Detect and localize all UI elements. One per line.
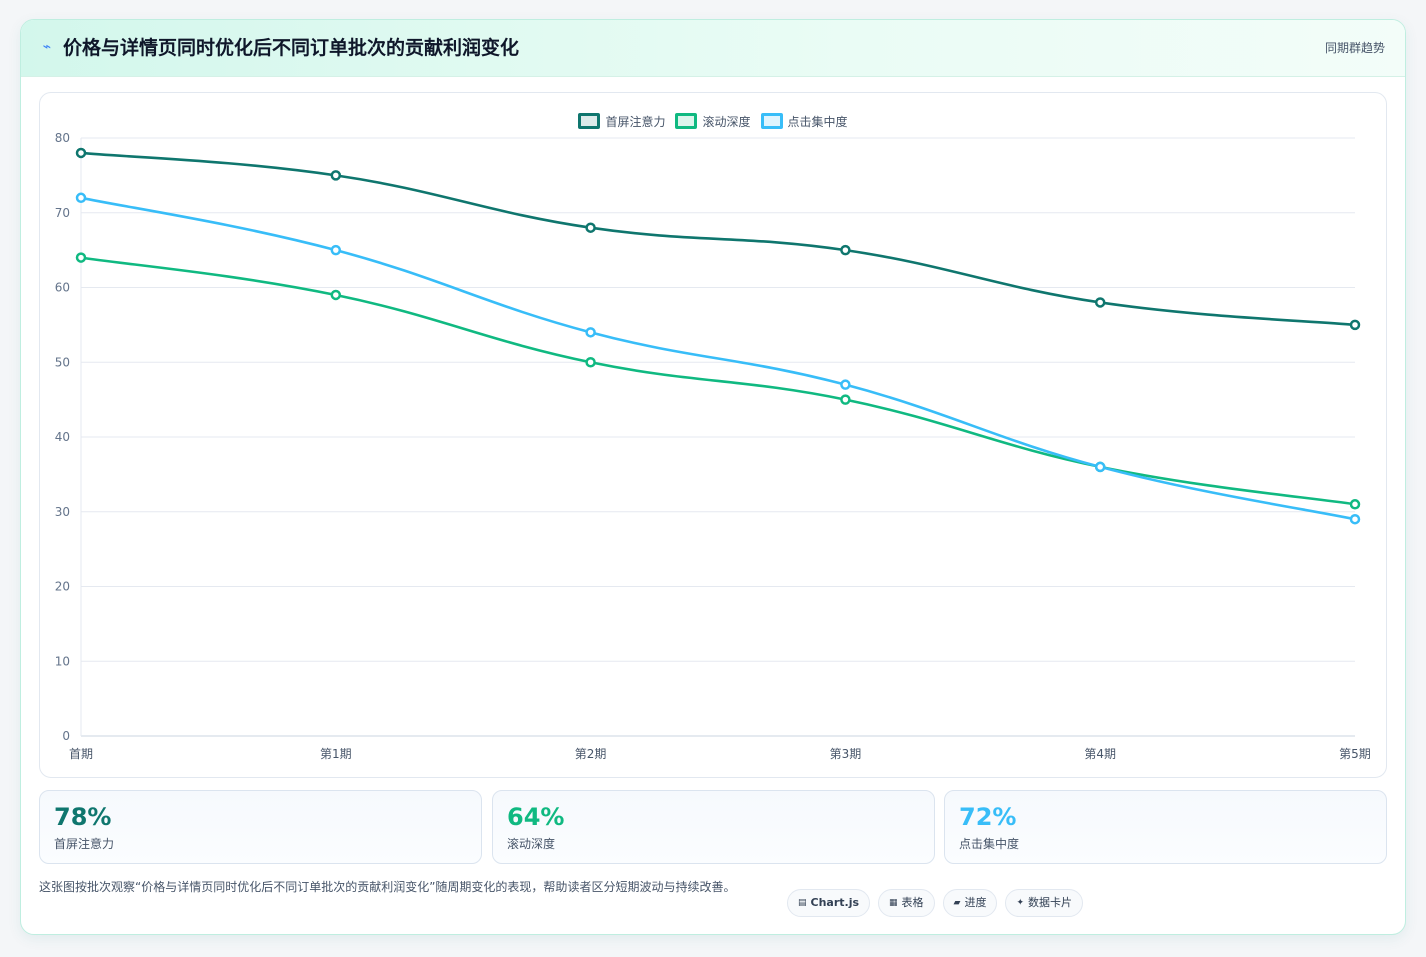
chart-legend: 首屏注意力 滚动深度 点击集中度 — [40, 111, 1386, 131]
y-tick-label: 70 — [55, 206, 70, 220]
legend-label-2: 滚动深度 — [702, 114, 751, 129]
data-point-1 — [585, 222, 596, 233]
series-line-1 — [80, 151, 1356, 327]
data-point-3 — [585, 327, 596, 338]
x-tick-label: 第1期 — [320, 747, 352, 761]
pill-label: 数据卡片 — [1028, 896, 1073, 909]
table-grid-icon: ▦ — [889, 898, 898, 908]
legend-item-1[interactable]: 首屏注意力 — [578, 111, 665, 131]
legend-label-3: 点击集中度 — [787, 114, 848, 129]
x-tick-label: 第2期 — [575, 747, 607, 761]
chart-card: ⌁ 价格与详情页同时优化后不同订单批次的贡献利润变化 同期群趋势 首屏注意力 滚… — [20, 19, 1406, 935]
y-tick-label: 0 — [62, 729, 70, 743]
chart-plot: 0 10 20 30 40 50 60 70 80 首期 第1期 第2期 第3期 第4期 第5期 — [55, 131, 1371, 761]
pill-label: 表格 — [901, 896, 924, 909]
stat-value-1: 78% — [54, 803, 112, 831]
data-point-2 — [840, 394, 851, 405]
data-point-3 — [840, 379, 851, 390]
data-point-2 — [75, 252, 87, 263]
series-line-3 — [80, 196, 1356, 521]
data-point-3 — [330, 244, 342, 256]
data-point-1 — [840, 244, 851, 256]
y-tick-label: 50 — [55, 355, 70, 369]
data-point-1 — [330, 170, 342, 181]
legend-item-2[interactable]: 滚动深度 — [675, 111, 751, 131]
data-point-1 — [1094, 297, 1106, 308]
pill-label: 进度 — [964, 896, 987, 909]
pill-label: Chart.js — [810, 896, 860, 909]
legend-swatch-1 — [578, 113, 601, 129]
series-line-2 — [80, 256, 1356, 506]
y-tick-label: 80 — [55, 131, 70, 145]
stat-card-3: 72% 点击集中度 — [944, 790, 1387, 864]
stat-cards: 78% 首屏注意力 64% 滚动深度 72% 点击集中度 — [39, 790, 1387, 864]
data-point-2 — [330, 289, 342, 301]
legend-swatch-2 — [675, 113, 698, 129]
footer-note: 这张图按批次观察“价格与详情页同时优化后不同订单批次的贡献利润变化”随周期变化的… — [39, 880, 736, 894]
progress-icon: ▰ — [953, 898, 961, 908]
y-tick-label: 10 — [55, 654, 70, 668]
line-chart: 首屏注意力 滚动深度 点击集中度 0 10 20 30 40 50 60 70 80 首期 第1期 第… — [39, 92, 1387, 778]
pill-chartjs[interactable]: ▤ Chart.js — [787, 889, 871, 917]
data-point-1 — [1349, 319, 1361, 331]
page-title: 价格与详情页同时优化后不同订单批次的贡献利润变化 — [63, 37, 520, 59]
x-tick-label: 第5期 — [1339, 747, 1371, 761]
legend-item-3[interactable]: 点击集中度 — [760, 111, 848, 131]
x-tick-label: 首期 — [69, 747, 93, 761]
pill-data-card[interactable]: ✦ 数据卡片 — [1005, 889, 1084, 917]
data-point-1 — [75, 147, 87, 159]
legend-swatch-3 — [760, 113, 783, 129]
card-header: ⌁ 价格与详情页同时优化后不同订单批次的贡献利润变化 同期群趋势 — [21, 20, 1405, 77]
y-tick-label: 20 — [55, 580, 70, 594]
stat-card-2: 64% 滚动深度 — [492, 790, 935, 864]
stat-label-3: 点击集中度 — [959, 837, 1020, 851]
y-tick-label: 60 — [55, 281, 70, 295]
data-point-3 — [1349, 513, 1361, 525]
data-point-3 — [75, 192, 87, 204]
stat-label-1: 首屏注意力 — [54, 837, 115, 851]
pill-table[interactable]: ▦ 表格 — [878, 889, 935, 917]
x-tick-label: 第4期 — [1084, 747, 1116, 761]
y-tick-label: 30 — [55, 505, 70, 519]
stat-value-3: 72% — [959, 803, 1017, 831]
x-tick-label: 第3期 — [830, 747, 862, 761]
stat-label-2: 滚动深度 — [507, 837, 556, 851]
data-point-3 — [1094, 461, 1106, 473]
legend-label-1: 首屏注意力 — [605, 114, 666, 129]
pill-progress[interactable]: ▰ 进度 — [942, 889, 998, 917]
data-point-2 — [585, 357, 596, 368]
lightning-icon: ⌁ — [42, 39, 52, 55]
tag-pills: ▤ Chart.js ▦ 表格 ▰ 进度 ✦ 数据卡片 — [787, 889, 1084, 917]
header-tag: 同期群趋势 — [1324, 41, 1385, 55]
sparkle-icon: ✦ — [1016, 898, 1025, 908]
table-icon: ▤ — [798, 898, 807, 908]
stat-value-2: 64% — [507, 803, 565, 831]
y-tick-label: 40 — [55, 430, 70, 444]
data-point-2 — [1349, 499, 1361, 510]
stat-card-1: 78% 首屏注意力 — [39, 790, 482, 864]
